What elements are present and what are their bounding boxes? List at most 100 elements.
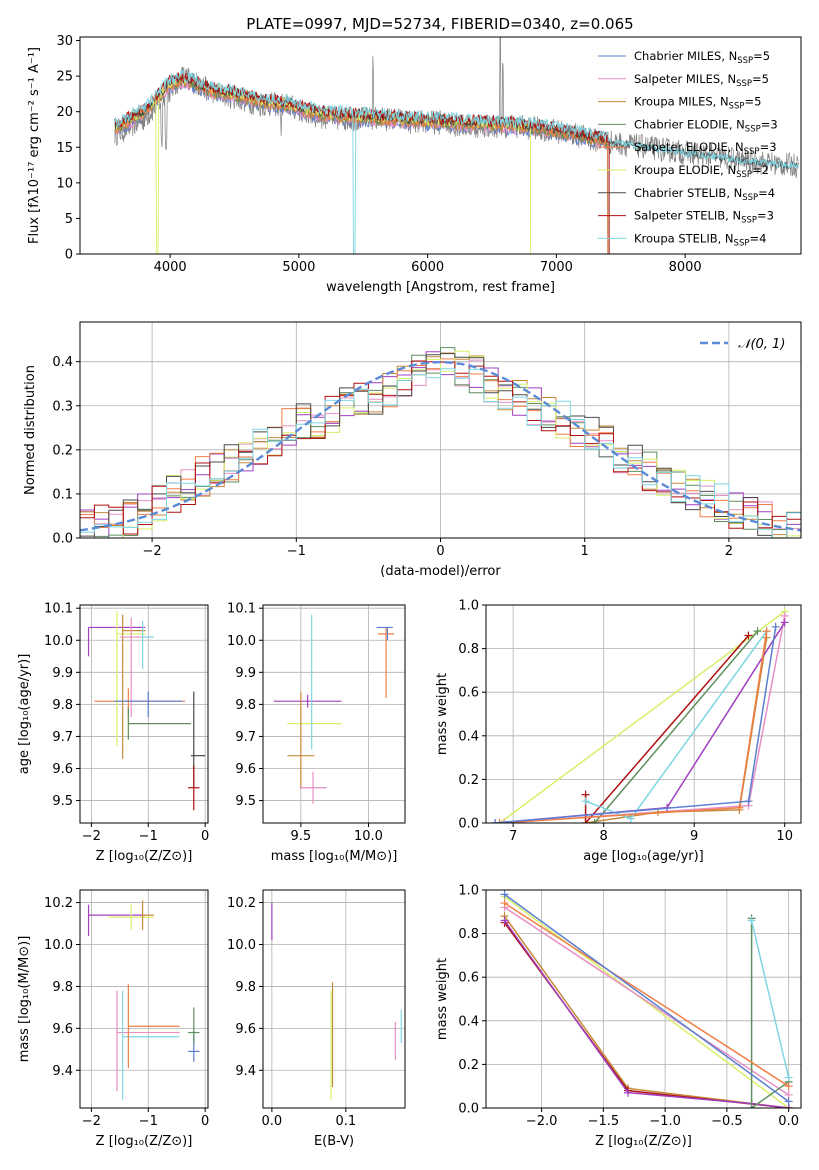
- axes-frame: [262, 889, 406, 1109]
- legend-subscript: SSP: [734, 238, 750, 248]
- y-tick-label: 10.0: [44, 938, 73, 953]
- y-tick-label: 0.0: [52, 532, 73, 547]
- x-tick-label: −2: [143, 544, 162, 559]
- model-spectrum-kroupa-elodie: [114, 72, 532, 254]
- y-tick-label: 9.7: [235, 730, 256, 745]
- weight-line: [495, 626, 777, 823]
- y-tick-label: 0.6: [458, 686, 479, 701]
- x-tick-label: 1: [581, 544, 589, 559]
- y-axis-label: Flux [fλ10⁻¹⁷ erg cm⁻² s⁻¹ A⁻¹]: [27, 47, 42, 244]
- legend-label: Chabrier ELODIE, NSSP=3: [634, 117, 778, 134]
- y-tick-label: 0.4: [52, 355, 73, 370]
- weight-line: [750, 920, 790, 1078]
- axes-residuals: −2 −1 0 1 2 0.0 0.1 0.2 0.3 0.4 (data-model)/error…: [23, 321, 802, 579]
- legend-subscript: SSP: [737, 56, 753, 66]
- y-tick-label: 9.6: [235, 762, 256, 777]
- error-point: [190, 691, 206, 788]
- y-tick-label: 9.6: [52, 762, 73, 777]
- plot-area: [500, 890, 793, 1108]
- axes-spectrum: 4000 5000 6000 7000 8000 0 5 10 15 20 25 30 waveleng…: [27, 34, 802, 295]
- legend-count: =3: [760, 140, 777, 154]
- y-axis-label: Normed distribution: [23, 365, 38, 495]
- legend-label: Chabrier STELIB, NSSP=4: [634, 186, 775, 203]
- error-point: [141, 900, 154, 930]
- y-tick-label: 9.6: [235, 1022, 256, 1037]
- weight-line: [504, 902, 790, 1087]
- legend-subscript: SSP: [742, 193, 758, 203]
- axes-frame: [485, 604, 802, 824]
- weight-line: [503, 920, 789, 1108]
- x-tick-label: 8: [600, 829, 608, 844]
- x-tick-label: 0.0: [262, 1114, 283, 1129]
- legend-subscript: SSP: [736, 79, 752, 89]
- y-tick-label: 10.2: [44, 896, 73, 911]
- error-point: [299, 771, 327, 804]
- y-tick-label: 25: [56, 70, 73, 85]
- y-tick-label: 9.8: [52, 698, 73, 713]
- figure-title: PLATE=0997, MJD=52734, FIBERID=0340, z=0…: [246, 15, 633, 33]
- error-point: [188, 1007, 200, 1044]
- legend-count: =5: [753, 49, 770, 63]
- weight-line: [750, 918, 790, 1108]
- weight-line: [585, 630, 768, 820]
- legend-label: 𝒩(0, 1): [738, 337, 785, 352]
- error-point: [141, 621, 154, 670]
- residual-histogram: [80, 368, 801, 538]
- y-tick-label: 10.1: [227, 602, 256, 617]
- y-tick-label: 9.7: [52, 730, 73, 745]
- y-tick-label: 10.0: [44, 634, 73, 649]
- weight-line: [504, 895, 790, 1108]
- x-axis-label: Z [log₁₀(Z/Z⊙)]: [96, 849, 193, 864]
- weight-marker: [590, 819, 599, 823]
- x-tick-label: 10.0: [354, 829, 383, 844]
- weight-marker: [735, 803, 744, 812]
- weight-marker: [784, 1097, 793, 1106]
- error-point: [287, 691, 315, 788]
- x-tick-label: 0.0: [778, 1114, 799, 1129]
- y-tick-label: 10.0: [227, 938, 256, 953]
- error-point: [114, 691, 183, 718]
- y-tick-label: 9.9: [52, 666, 73, 681]
- weight-marker: [747, 1104, 756, 1108]
- x-tick-label: −1.0: [649, 1114, 681, 1129]
- axes-ebv: 0.0 0.1 9.4 9.6 9.8 10.0 10.2 E(B-V): [227, 889, 406, 1149]
- weight-line: [504, 906, 790, 1096]
- x-tick-label: −1: [139, 1114, 158, 1129]
- weight-marker: [500, 916, 509, 925]
- y-tick-label: 10: [56, 176, 73, 191]
- x-tick-label: 4000: [154, 260, 187, 275]
- x-tick-label: 10: [776, 829, 793, 844]
- x-tick-label: 5000: [282, 260, 315, 275]
- model-spectrum-kroupa-stelib: [114, 69, 799, 254]
- y-tick-label: 10.2: [227, 896, 256, 911]
- axes-frame: [485, 889, 802, 1109]
- weight-marker: [500, 890, 509, 899]
- weight-marker: [771, 622, 780, 631]
- y-tick-label: 0.8: [458, 642, 479, 657]
- legend-label: Kroupa ELODIE, NSSP=2: [634, 163, 769, 180]
- x-tick-label: 7: [509, 829, 517, 844]
- y-tick-label: 0.3: [52, 399, 73, 414]
- x-tick-label: −1: [139, 829, 158, 844]
- y-tick-label: 9.5: [52, 794, 73, 809]
- axes-mass-vs-z: −2 −1 0 9.4 9.6 9.8 10.0 10.2 Z [log₁₀(Z/Z⊙)] mas…: [17, 889, 209, 1149]
- x-tick-label: 8000: [669, 260, 702, 275]
- residual-histogram: [80, 353, 801, 538]
- plot-area: [273, 614, 395, 804]
- y-tick-label: 10.1: [44, 602, 73, 617]
- x-tick-label: −2: [82, 1114, 101, 1129]
- weight-marker: [491, 819, 500, 823]
- plot-area: [491, 607, 789, 823]
- y-tick-label: 9.8: [52, 980, 73, 995]
- legend-label: Salpeter STELIB, NSSP=3: [634, 209, 774, 226]
- y-tick-label: 30: [56, 34, 73, 49]
- plot-area: [87, 611, 206, 811]
- error-point: [127, 707, 191, 740]
- legend-count: =5: [752, 72, 769, 86]
- plot-area: [271, 902, 402, 1100]
- weight-marker: [624, 1088, 633, 1097]
- x-tick-label: 9.5: [291, 829, 312, 844]
- error-point: [108, 904, 154, 930]
- weight-marker: [500, 819, 509, 823]
